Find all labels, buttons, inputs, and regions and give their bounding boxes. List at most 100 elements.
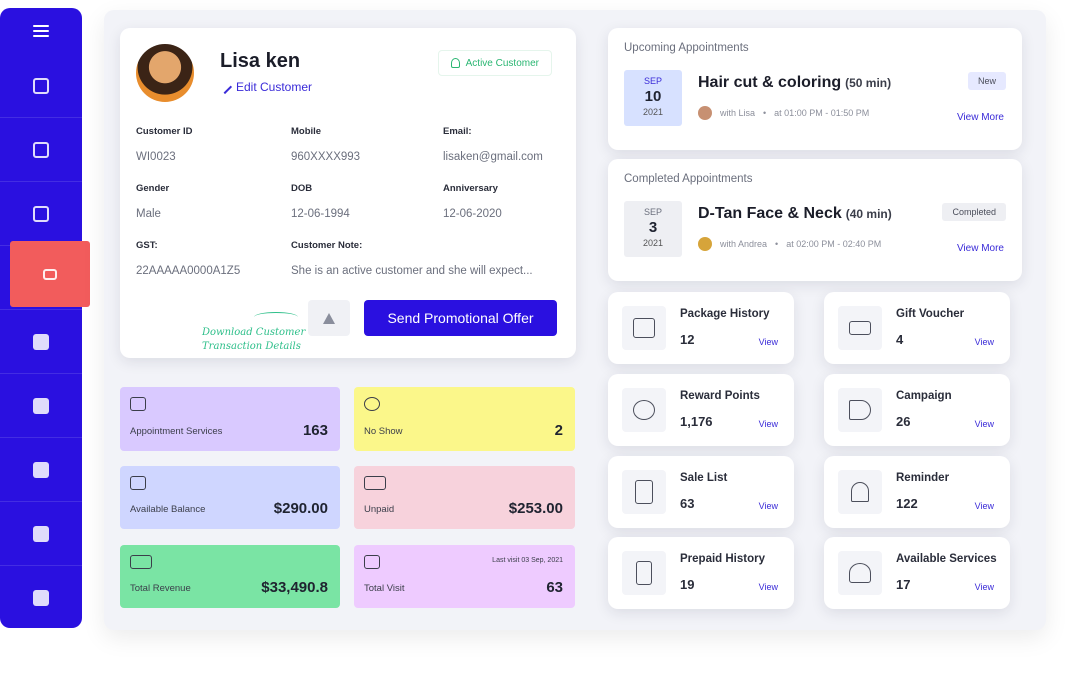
view-link[interactable]: View: [974, 582, 994, 592]
field-value: WI0023: [136, 151, 176, 163]
available-services-tile[interactable]: Available Services 17 View: [824, 537, 1010, 609]
avatar: [698, 106, 712, 120]
view-link[interactable]: View: [758, 582, 778, 592]
field-value: She is an active customer and she will e…: [291, 265, 533, 277]
sale-list-tile[interactable]: Sale List 63 View: [608, 456, 794, 528]
date-box: SEP 10 2021: [624, 70, 682, 126]
sidebar-item-9[interactable]: [0, 566, 82, 628]
field-value: 12-06-2020: [443, 208, 502, 220]
tile-title: Prepaid History: [680, 553, 765, 565]
placeholder-icon: [33, 461, 49, 478]
reward-points-tile[interactable]: Reward Points 1,176 View: [608, 374, 794, 446]
service-name: D-Tan Face & Neck: [698, 205, 842, 222]
date-month: SEP: [643, 76, 662, 86]
tile-title: Package History: [680, 308, 770, 320]
sidebar-item-analytics[interactable]: [0, 54, 82, 118]
field-label: Email:: [443, 126, 472, 137]
completed-appointments-card: Completed Appointments SEP 3 2021 D-Tan …: [608, 159, 1022, 281]
field-value: 22AAAAA0000A1Z5: [136, 265, 241, 277]
sidebar-item-documents[interactable]: [0, 118, 82, 182]
service-title: Hair cut & coloring (50 min): [698, 74, 891, 92]
service-title: D-Tan Face & Neck (40 min): [698, 205, 892, 223]
calendar-icon: [130, 397, 146, 411]
field-label: Customer ID: [136, 126, 193, 137]
date-box: SEP 3 2021: [624, 201, 682, 257]
tile-value: 1,176: [680, 414, 713, 429]
tile-value: 122: [896, 496, 918, 511]
view-more-link[interactable]: View More: [956, 243, 1004, 254]
field-value: 12-06-1994: [291, 208, 350, 220]
arrow-icon: [254, 312, 298, 322]
reward-icon: [622, 388, 666, 432]
anniversary-field: Anniversary 12-06-2020: [443, 183, 502, 220]
gift-voucher-icon: [838, 306, 882, 350]
send-promotional-offer-button[interactable]: Send Promotional Offer: [364, 300, 557, 336]
sidebar-item-customers[interactable]: [0, 246, 82, 310]
sidebar: [0, 8, 82, 628]
stat-value: $33,490.8: [261, 579, 328, 596]
view-link[interactable]: View: [758, 501, 778, 511]
stat-label: Total Revenue: [130, 583, 191, 594]
stat-value: 163: [302, 422, 328, 439]
no-show-icon: [364, 397, 380, 411]
cash-icon: [130, 555, 152, 569]
sidebar-active-customer-tab[interactable]: [10, 241, 90, 307]
sidebar-item-8[interactable]: [0, 502, 82, 566]
package-history-tile[interactable]: Package History 12 View: [608, 292, 794, 364]
mobile-field: Mobile 960XXXX993: [291, 126, 360, 163]
date-day: 10: [644, 88, 662, 105]
sidebar-item-6[interactable]: [0, 374, 82, 438]
prepaid-icon: [622, 551, 666, 595]
view-link[interactable]: View: [758, 419, 778, 429]
tile-value: 12: [680, 332, 695, 347]
placeholder-icon: [33, 589, 49, 606]
document-icon: [33, 141, 49, 158]
date-year: 2021: [642, 107, 664, 117]
stat-appointment-services[interactable]: Appointment Services 163: [120, 387, 340, 451]
stat-value: 2: [554, 422, 563, 439]
stat-unpaid[interactable]: Unpaid $253.00: [354, 466, 575, 529]
field-label: Gender: [136, 183, 170, 194]
tile-title: Available Services: [896, 553, 997, 565]
appointment-time: at 01:00 PM - 01:50 PM: [774, 108, 870, 118]
field-value: 960XXXX993: [291, 151, 361, 163]
download-button[interactable]: [308, 300, 350, 336]
avatar: [698, 237, 712, 251]
status-badge-label: Active Customer: [465, 57, 539, 69]
sidebar-item-5[interactable]: [0, 310, 82, 374]
gst-field: GST: 22AAAAA0000A1Z5: [136, 240, 240, 277]
staff-name: with Lisa: [720, 108, 756, 118]
megaphone-icon: [838, 388, 882, 432]
campaign-tile[interactable]: Campaign 26 View: [824, 374, 1010, 446]
view-more-link[interactable]: View More: [956, 112, 1004, 123]
field-label: Mobile: [291, 126, 322, 137]
menu-button[interactable]: [0, 8, 82, 54]
stat-no-show[interactable]: No Show 2: [354, 387, 575, 451]
stat-total-visit[interactable]: Last visit 03 Sep, 2021 Total Visit 63: [354, 545, 575, 608]
view-link[interactable]: View: [974, 501, 994, 511]
package-icon: [622, 306, 666, 350]
gift-voucher-tile[interactable]: Gift Voucher 4 View: [824, 292, 1010, 364]
view-link[interactable]: View: [758, 337, 778, 347]
view-link[interactable]: View: [974, 419, 994, 429]
field-label: DOB: [291, 183, 313, 194]
calendar-icon: [33, 205, 49, 222]
staff-name: with Andrea: [720, 239, 768, 249]
prepaid-history-tile[interactable]: Prepaid History 19 View: [608, 537, 794, 609]
service-duration: (40 min): [845, 207, 892, 221]
stat-total-revenue[interactable]: Total Revenue $33,490.8: [120, 545, 340, 608]
download-icon: [323, 312, 335, 324]
tile-value: 4: [896, 332, 904, 347]
view-link[interactable]: View: [974, 337, 994, 347]
chart-icon: [33, 77, 49, 94]
reminder-tile[interactable]: Reminder 122 View: [824, 456, 1010, 528]
sidebar-item-calendar[interactable]: [0, 182, 82, 246]
sidebar-item-7[interactable]: [0, 438, 82, 502]
customer-card-icon: [43, 268, 57, 280]
edit-customer-link[interactable]: Edit Customer: [217, 79, 312, 95]
services-icon: [838, 551, 882, 595]
field-value: Male: [136, 208, 161, 220]
stat-available-balance[interactable]: Available Balance $290.00: [120, 466, 340, 529]
customer-id-field: Customer ID WI0023: [136, 126, 192, 163]
status-badge: Active Customer: [437, 50, 552, 76]
